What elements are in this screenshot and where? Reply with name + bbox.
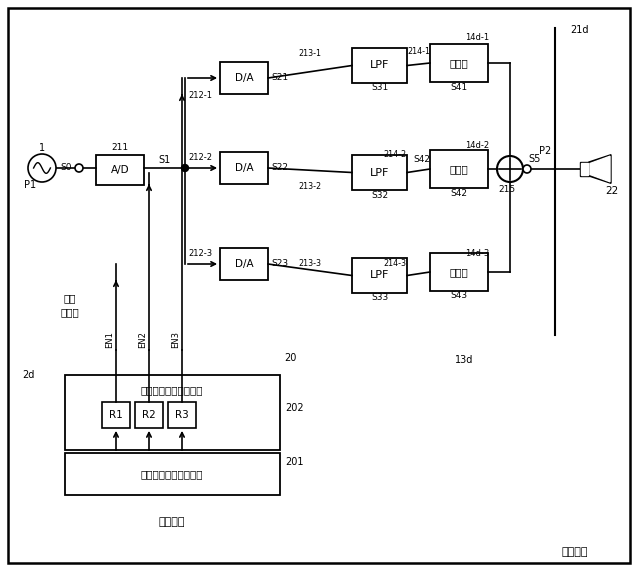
Text: R2: R2 (142, 410, 156, 420)
Bar (348, 248, 533, 333)
Text: R1: R1 (109, 410, 123, 420)
Text: 213-2: 213-2 (298, 182, 321, 191)
Text: P1: P1 (24, 180, 36, 190)
Bar (580, 162, 589, 176)
Text: 215: 215 (499, 186, 516, 195)
Text: 2d: 2d (22, 370, 35, 380)
Text: 212-2: 212-2 (188, 154, 212, 163)
Bar (18, 350, 448, 545)
Bar (18, 18, 318, 383)
Text: 212-1: 212-1 (188, 91, 212, 100)
Text: S23: S23 (271, 259, 288, 268)
Text: EN3: EN3 (171, 331, 180, 348)
Bar (352, 48, 407, 83)
Bar (430, 44, 488, 82)
Bar (220, 248, 268, 280)
Circle shape (28, 154, 56, 182)
Text: R3: R3 (175, 410, 189, 420)
Bar (352, 258, 407, 293)
Text: イネーブル信号出力部: イネーブル信号出力部 (141, 385, 204, 395)
Text: 214-1: 214-1 (407, 46, 430, 55)
Text: 信号: 信号 (64, 293, 76, 303)
Text: イネーブル信号書換部: イネーブル信号書換部 (141, 469, 204, 479)
Text: 214-2: 214-2 (383, 150, 406, 159)
Text: D/A: D/A (235, 163, 253, 173)
Text: アンプ: アンプ (450, 164, 468, 174)
Text: S1: S1 (158, 155, 171, 165)
Text: 22: 22 (605, 186, 619, 196)
Bar (102, 402, 130, 428)
Text: アンプ: アンプ (450, 58, 468, 68)
Bar (168, 402, 196, 428)
Bar (340, 25, 580, 335)
Bar (352, 155, 407, 190)
Text: S22: S22 (271, 163, 288, 172)
Bar (28, 25, 318, 335)
Text: S41: S41 (451, 82, 468, 91)
Text: LPF: LPF (370, 167, 389, 178)
Bar (220, 62, 268, 94)
Text: EN2: EN2 (138, 331, 147, 348)
Text: S0: S0 (60, 163, 72, 172)
Text: 1: 1 (39, 143, 45, 153)
Text: 13d: 13d (455, 355, 474, 365)
Text: 処理部: 処理部 (61, 307, 79, 317)
Bar (65, 375, 280, 450)
Circle shape (182, 164, 189, 171)
Bar (430, 150, 488, 188)
Text: 202: 202 (285, 403, 304, 413)
Text: アンプ: アンプ (450, 267, 468, 277)
Text: S43: S43 (451, 292, 468, 300)
Text: 212-3: 212-3 (188, 250, 212, 259)
Text: 21d: 21d (570, 25, 589, 35)
Text: 14d-1: 14d-1 (465, 33, 489, 42)
Text: 制御装置: 制御装置 (159, 517, 185, 527)
Text: 214-3: 214-3 (383, 259, 406, 268)
Polygon shape (590, 156, 610, 182)
Text: 201: 201 (285, 457, 304, 467)
Text: 213-3: 213-3 (298, 259, 321, 268)
Bar (581, 163, 588, 175)
Text: D/A: D/A (235, 73, 253, 83)
Text: 20: 20 (284, 353, 296, 363)
Bar (348, 140, 533, 235)
Text: A/D: A/D (111, 165, 129, 175)
Text: 211: 211 (111, 143, 129, 151)
Text: 音響装置: 音響装置 (562, 547, 588, 557)
Text: S42: S42 (451, 188, 467, 198)
Polygon shape (589, 155, 611, 183)
Bar (220, 152, 268, 184)
Circle shape (523, 165, 531, 173)
Text: 213-1: 213-1 (298, 49, 321, 58)
Text: D/A: D/A (235, 259, 253, 269)
Bar (430, 253, 488, 291)
Text: EN1: EN1 (105, 331, 114, 348)
Text: S31: S31 (371, 83, 388, 93)
Circle shape (497, 156, 523, 182)
Bar (96, 155, 144, 185)
Circle shape (75, 164, 83, 172)
Bar (65, 453, 280, 495)
Bar (55, 365, 290, 527)
Text: S5: S5 (529, 154, 541, 164)
Text: S32: S32 (371, 191, 388, 199)
Bar (348, 32, 533, 127)
Text: 14d-2: 14d-2 (465, 140, 489, 150)
Bar (135, 402, 163, 428)
Text: S33: S33 (371, 293, 388, 303)
Text: S42: S42 (413, 155, 431, 164)
Text: P2: P2 (539, 146, 551, 156)
Text: S21: S21 (271, 74, 288, 82)
Text: 14d-3: 14d-3 (465, 248, 489, 258)
Text: LPF: LPF (370, 271, 389, 280)
Text: LPF: LPF (370, 61, 389, 70)
